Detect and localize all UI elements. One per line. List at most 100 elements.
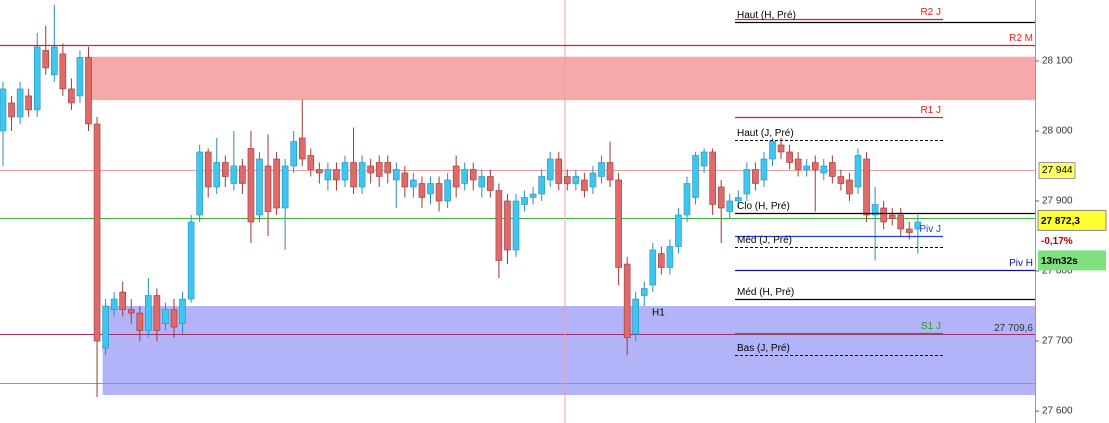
zone: [85, 56, 1035, 101]
candle-body: [42, 50, 50, 69]
candle-body: [683, 183, 691, 216]
candle-body: [487, 176, 494, 191]
candle-body: [119, 291, 126, 310]
candle-body: [127, 309, 135, 314]
timer-label: 13m32s: [1041, 256, 1078, 267]
candle-body: [777, 144, 785, 153]
candle-body: [136, 312, 144, 331]
candle-body: [512, 200, 520, 251]
candle-body: [153, 295, 161, 331]
candle-body: [324, 169, 332, 181]
candle-body: [615, 179, 622, 268]
level-label: Méd (J, Pré): [737, 235, 792, 246]
candle-body: [68, 88, 75, 104]
candle-body: [375, 162, 383, 177]
candle-body: [563, 176, 571, 184]
candle-body: [572, 176, 580, 184]
candle-body: [204, 151, 212, 188]
candle-body: [897, 214, 905, 230]
candle-body: [914, 221, 922, 230]
candle-body: [230, 165, 238, 184]
candle-body: [555, 158, 563, 184]
level-label: R2 M: [1009, 33, 1033, 44]
candle-body: [658, 253, 665, 268]
line-label: 27 709,6: [994, 323, 1033, 334]
candle-body: [752, 169, 759, 184]
level-label: Piv J: [919, 224, 941, 235]
candle-body: [880, 207, 887, 223]
candle-body: [33, 46, 41, 111]
level-label: Haut (H, Pré): [737, 10, 796, 21]
candle-body: [8, 102, 15, 118]
candle-body: [854, 155, 862, 188]
candle-body: [418, 183, 426, 198]
candle-body: [478, 176, 486, 188]
y-tick-label: 27 900: [1042, 196, 1073, 207]
candle-body: [187, 221, 195, 300]
candle-body: [0, 88, 7, 132]
price-tag-label: 27 944: [1042, 165, 1073, 176]
candle-body: [341, 162, 349, 181]
candle-body: [623, 263, 631, 338]
candle-body: [358, 162, 366, 188]
candle-body: [837, 176, 845, 184]
level-label: R2 J: [920, 7, 941, 18]
candle-body: [16, 88, 24, 118]
level-label: R1 J: [920, 105, 941, 116]
candle-body: [521, 197, 528, 205]
candle-body: [546, 158, 554, 181]
candle-body: [367, 165, 374, 174]
candle-body: [469, 169, 477, 181]
candle-body: [290, 141, 298, 167]
annotation: H1: [652, 308, 665, 319]
change-box: [1038, 231, 1106, 251]
candle-body: [264, 165, 272, 212]
candle-body: [598, 162, 605, 177]
candle-body: [145, 295, 152, 331]
candle-body: [589, 172, 597, 188]
candle-body: [829, 162, 836, 177]
candle-body: [905, 228, 913, 233]
zone: [102, 306, 1036, 395]
candle-body: [281, 165, 289, 209]
candle-body: [273, 158, 280, 209]
candle-body: [307, 155, 315, 170]
candle-body: [538, 176, 545, 195]
candle-body: [427, 183, 434, 195]
timer-box: [1038, 250, 1106, 271]
candle-body: [649, 249, 657, 286]
candle-body: [734, 197, 742, 202]
y-tick-label: 27 800: [1042, 266, 1073, 277]
candle-body: [162, 309, 169, 324]
candle-body: [239, 165, 246, 184]
candle-body: [350, 162, 357, 188]
candle-body: [581, 179, 588, 191]
candle-body: [717, 186, 725, 209]
candle-body: [102, 305, 109, 349]
level-label: Piv H: [1009, 258, 1033, 269]
candle-body: [606, 162, 614, 181]
candle-body: [76, 57, 84, 97]
level-label: Clo (H, Pré): [737, 201, 790, 212]
y-tick-label: 28 000: [1042, 126, 1073, 137]
last-price-label: 27 872,3: [1041, 216, 1080, 227]
candle-body: [179, 298, 186, 324]
candle-body: [811, 162, 819, 170]
level-label: Méd (H, Pré): [737, 287, 794, 298]
candle-body: [392, 169, 400, 181]
candle-body: [675, 214, 682, 247]
y-tick-label: 27 600: [1042, 406, 1073, 417]
candle-body: [871, 204, 879, 216]
candle-body: [846, 179, 853, 195]
candle-body: [640, 288, 648, 296]
candle-body: [769, 141, 776, 160]
candle-body: [666, 246, 674, 268]
candle-body: [25, 95, 32, 111]
candle-body: [222, 162, 229, 177]
candle-body: [794, 158, 802, 170]
candle-body: [247, 148, 255, 223]
candle-body: [743, 169, 751, 195]
candle-body: [196, 151, 203, 216]
candle-body: [333, 169, 340, 181]
